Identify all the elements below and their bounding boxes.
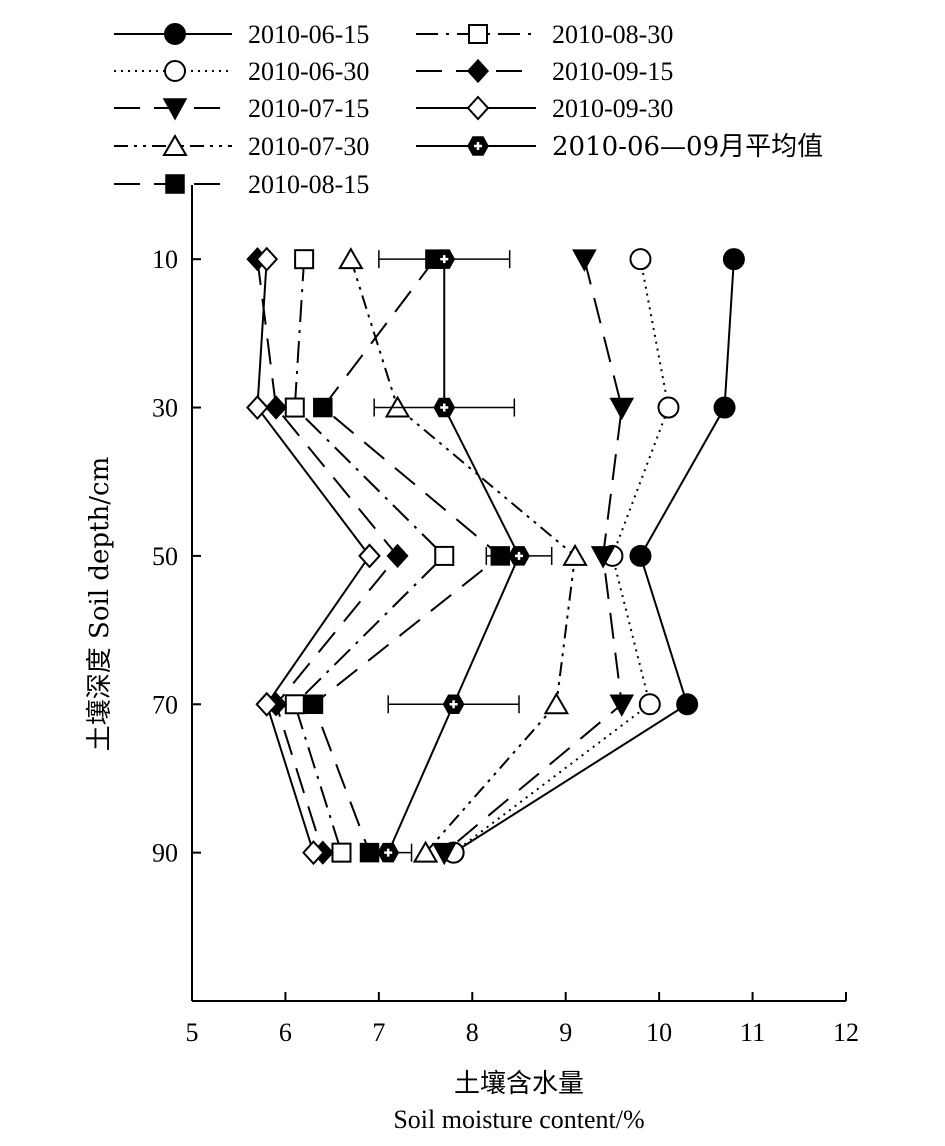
- legend-label: 2010-08-15: [248, 170, 369, 199]
- x-tick-label: 8: [466, 1018, 479, 1047]
- legend-item: 2010-09-15: [416, 57, 673, 86]
- legend-item: 2010-06—09月平均值: [416, 132, 823, 162]
- legend-marker: [468, 24, 488, 44]
- data-point: [313, 397, 333, 418]
- x-tick-label: 11: [740, 1018, 765, 1047]
- series-6: [284, 249, 455, 863]
- data-point: [563, 544, 588, 566]
- data-point: [657, 396, 680, 419]
- legend: 2010-06-15 2010-06-30 2010-07-15 2010-07-30…: [114, 20, 823, 199]
- legend-label: 2010-09-30: [552, 94, 673, 123]
- data-point: [442, 694, 465, 715]
- data-point: [338, 248, 363, 270]
- data-point: [638, 693, 661, 716]
- data-point: [610, 694, 634, 717]
- legend-item: 2010-07-15: [114, 94, 369, 123]
- data-point: [433, 248, 456, 270]
- legend-label: 2010-07-30: [248, 132, 369, 161]
- x-tick-label: 12: [833, 1018, 859, 1047]
- data-point: [507, 545, 531, 567]
- legend-item: 2010-06-15: [114, 20, 369, 49]
- data-point: [284, 694, 305, 715]
- data-point: [294, 249, 315, 270]
- series-1: [442, 248, 745, 864]
- legend-label: 2010-07-15: [248, 94, 369, 123]
- data-point: [629, 544, 652, 567]
- data-point: [331, 842, 352, 863]
- data-point: [265, 395, 287, 420]
- y-tick-label: 50: [152, 542, 178, 571]
- legend-label: 2010-06—09月平均值: [552, 132, 823, 162]
- data-point: [629, 248, 652, 271]
- legend-item: 2010-08-30: [416, 20, 673, 49]
- data-point: [433, 397, 456, 418]
- y-tick-label: 10: [152, 245, 178, 274]
- x-tick-label: 9: [559, 1018, 572, 1047]
- legend-item: 2010-06-30: [114, 57, 369, 86]
- x-tick-label: 5: [186, 1018, 199, 1047]
- data-point: [610, 397, 634, 420]
- data-point: [713, 396, 736, 419]
- legend-marker: [164, 60, 186, 82]
- data-point: [376, 842, 400, 863]
- series-4: [338, 248, 588, 863]
- data-point: [413, 841, 438, 863]
- legend-item: 2010-07-30: [114, 132, 369, 161]
- x-axis-label-en: Soil moisture content/%: [393, 1105, 644, 1134]
- data-point: [722, 248, 745, 271]
- legend-marker: [467, 59, 489, 83]
- data-point: [303, 694, 324, 715]
- legend-marker: [165, 174, 185, 194]
- series-8: [246, 247, 381, 865]
- data-point: [572, 249, 597, 271]
- y-tick-label: 90: [152, 839, 178, 868]
- x-tick-label: 7: [372, 1018, 385, 1047]
- plot-area: 5 6 7 8 9 10 11 12 10 30 50 70 90: [152, 185, 859, 1047]
- legend-label: 2010-06-30: [248, 57, 369, 86]
- x-tick-label: 6: [279, 1018, 292, 1047]
- series-7: [246, 247, 409, 865]
- series-3: [432, 249, 634, 865]
- y-tick-label: 30: [152, 394, 178, 423]
- legend-item: 2010-08-15: [114, 170, 369, 199]
- y-axis-label: 土壤深度 Soil depth/cm: [85, 457, 115, 751]
- legend-item: 2010-09-30: [416, 94, 673, 123]
- data-point: [544, 693, 569, 715]
- legend-marker: [164, 23, 186, 45]
- legend-label: 2010-09-15: [552, 57, 673, 86]
- data-point: [434, 545, 455, 566]
- y-tick-label: 70: [152, 690, 178, 719]
- data-point: [676, 693, 699, 716]
- series-9: [364, 248, 553, 863]
- series-2: [442, 248, 680, 864]
- x-axis-label-cn: 土壤含水量: [454, 1069, 584, 1099]
- legend-marker: [467, 96, 489, 120]
- legend-label: 2010-08-30: [552, 20, 673, 49]
- legend-label: 2010-06-15: [248, 20, 369, 49]
- data-point: [284, 397, 305, 418]
- x-tick-label: 10: [646, 1018, 672, 1047]
- legend-marker: [466, 135, 490, 157]
